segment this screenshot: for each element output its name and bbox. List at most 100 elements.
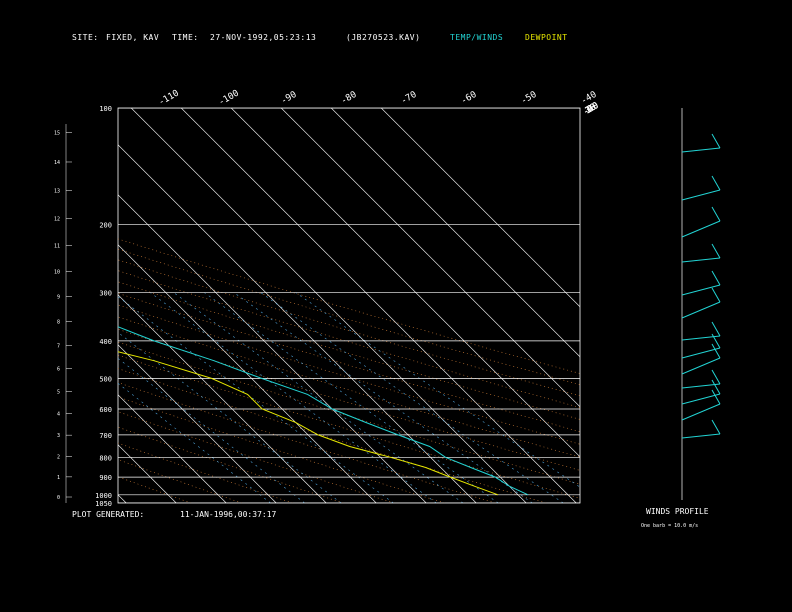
wind-barb: [681, 419, 721, 439]
chart-grid: [0, 108, 580, 503]
time-label: TIME:: [172, 33, 199, 42]
top-temp-tick-label: -80: [339, 90, 358, 107]
wind-barb-shaft: [681, 433, 721, 439]
legend-temp-winds: TEMP/WINDS: [450, 33, 504, 42]
wind-barb-feather: [711, 133, 721, 149]
height-tick-label: 3: [57, 433, 60, 439]
pressure-tick-label: 800: [99, 454, 112, 462]
plot-generated-label: PLOT GENERATED:: [72, 510, 145, 519]
top-temp-tick-label: -110: [157, 89, 181, 109]
dry-adiabat: [118, 304, 580, 445]
pressure-tick-label: 700: [99, 432, 112, 440]
pressure-tick-label: 200: [99, 221, 112, 229]
isotherm-line: [118, 294, 327, 503]
winds-profile-title: WINDS PROFILE: [646, 507, 709, 516]
height-tick-label: 1: [57, 475, 60, 481]
height-tick-label: 0: [57, 495, 60, 501]
dry-adiabat: [118, 270, 580, 408]
isotherm-line: [118, 444, 177, 503]
dry-adiabat: [118, 281, 580, 420]
site-value: FIXED, KAV: [106, 33, 160, 42]
top-temperature-axis: -110 -100 -90 -80 -70 -60 -50 -40: [157, 89, 598, 109]
mixing-ratio-line: [295, 292, 580, 488]
wind-barb: [681, 243, 721, 263]
isotherm-line: [230, 108, 580, 458]
wind-barb-feather: [711, 321, 721, 337]
plot-generated-value: 11-JAN-1996,00:37:17: [180, 510, 277, 519]
plot-frame: [117, 107, 581, 504]
right-temp-tick-label: 10: [584, 102, 598, 116]
dry-adiabat: [118, 426, 344, 503]
height-tick-label: 5: [57, 389, 60, 395]
height-tick-label: 6: [57, 367, 60, 373]
dry-adiabat: [118, 442, 293, 503]
height-tick-label: 14: [54, 160, 60, 166]
wind-barb-shaft: [681, 403, 721, 421]
site-label: SITE:: [72, 33, 99, 42]
top-temp-tick-label: -100: [217, 89, 241, 109]
dry-adiabat: [118, 292, 580, 432]
wind-barb-feather: [711, 206, 721, 222]
pressure-tick-label: 300: [99, 290, 112, 298]
isotherm-line: [118, 394, 227, 503]
top-temp-tick-label: -50: [519, 90, 538, 107]
dry-adiabat: [118, 316, 580, 458]
barb-note: One barb = 10.0 m/s: [641, 523, 699, 529]
wind-barb-feather: [711, 287, 721, 303]
top-temp-tick-label: -90: [279, 90, 298, 107]
mixing-ratio-line: [260, 292, 564, 503]
dry-adiabat: [118, 354, 580, 499]
isotherm-line: [130, 108, 527, 503]
isotherm-line: [180, 108, 577, 503]
height-tick-label: 13: [54, 189, 60, 195]
sounding-lines: [118, 326, 529, 496]
wind-barb: [681, 133, 721, 153]
wind-barb: [681, 343, 721, 375]
wind-barb-shaft: [681, 393, 721, 405]
isotherm-line: [0, 108, 76, 503]
pressure-tick-label: 900: [99, 474, 112, 482]
wind-barb: [681, 206, 721, 238]
isotherm-line: [280, 108, 580, 408]
right-temp-tick-label: 0: [586, 104, 596, 115]
right-temp-tick-label: 30: [584, 102, 598, 116]
wind-barb-shaft: [681, 383, 721, 389]
height-tick-label: 7: [57, 343, 60, 349]
pressure-tick-label: 1000: [95, 492, 112, 500]
wind-barb-shaft: [681, 147, 721, 153]
dry-adiabat: [118, 396, 445, 503]
dry-adiabat: [118, 411, 395, 503]
height-tick-label: 8: [57, 319, 60, 325]
winds-profile-panel: [681, 108, 721, 500]
dry-adiabat: [118, 238, 580, 374]
wind-barb-feather: [711, 389, 721, 405]
top-temp-tick-label: -70: [399, 90, 418, 107]
dewpoint-line: [118, 351, 499, 496]
isotherm-line: [0, 108, 26, 503]
height-tick-label: 15: [54, 130, 60, 136]
wind-barb-shaft: [681, 357, 721, 375]
mixing-ratio-line: [118, 357, 305, 503]
height-tick-label: 9: [57, 295, 60, 301]
isotherm-line: [118, 244, 377, 503]
isotherm-line: [118, 494, 127, 503]
right-temp-tick-label: 20: [584, 102, 598, 116]
mixing-ratio-line: [233, 292, 533, 503]
wind-barb-feather: [711, 379, 721, 395]
mixing-ratio-line: [204, 292, 499, 503]
file-name: (JB270523.KAV): [346, 33, 421, 42]
time-value: 27-NOV-1992,05:23:13: [210, 33, 317, 42]
height-tick-label: 2: [57, 454, 60, 460]
mixing-ratio-line: [118, 332, 342, 503]
height-tick-label: 12: [54, 216, 60, 222]
pressure-tick-label: 400: [99, 338, 112, 346]
wind-barb-shaft: [681, 220, 721, 238]
wind-barb-shaft: [681, 257, 721, 263]
height-tick-label: 11: [54, 243, 60, 249]
dry-adiabat: [118, 476, 192, 503]
wind-barb-feather: [711, 369, 721, 385]
isotherm-line: [118, 344, 277, 503]
pressure-tick-label: 100: [99, 105, 112, 113]
